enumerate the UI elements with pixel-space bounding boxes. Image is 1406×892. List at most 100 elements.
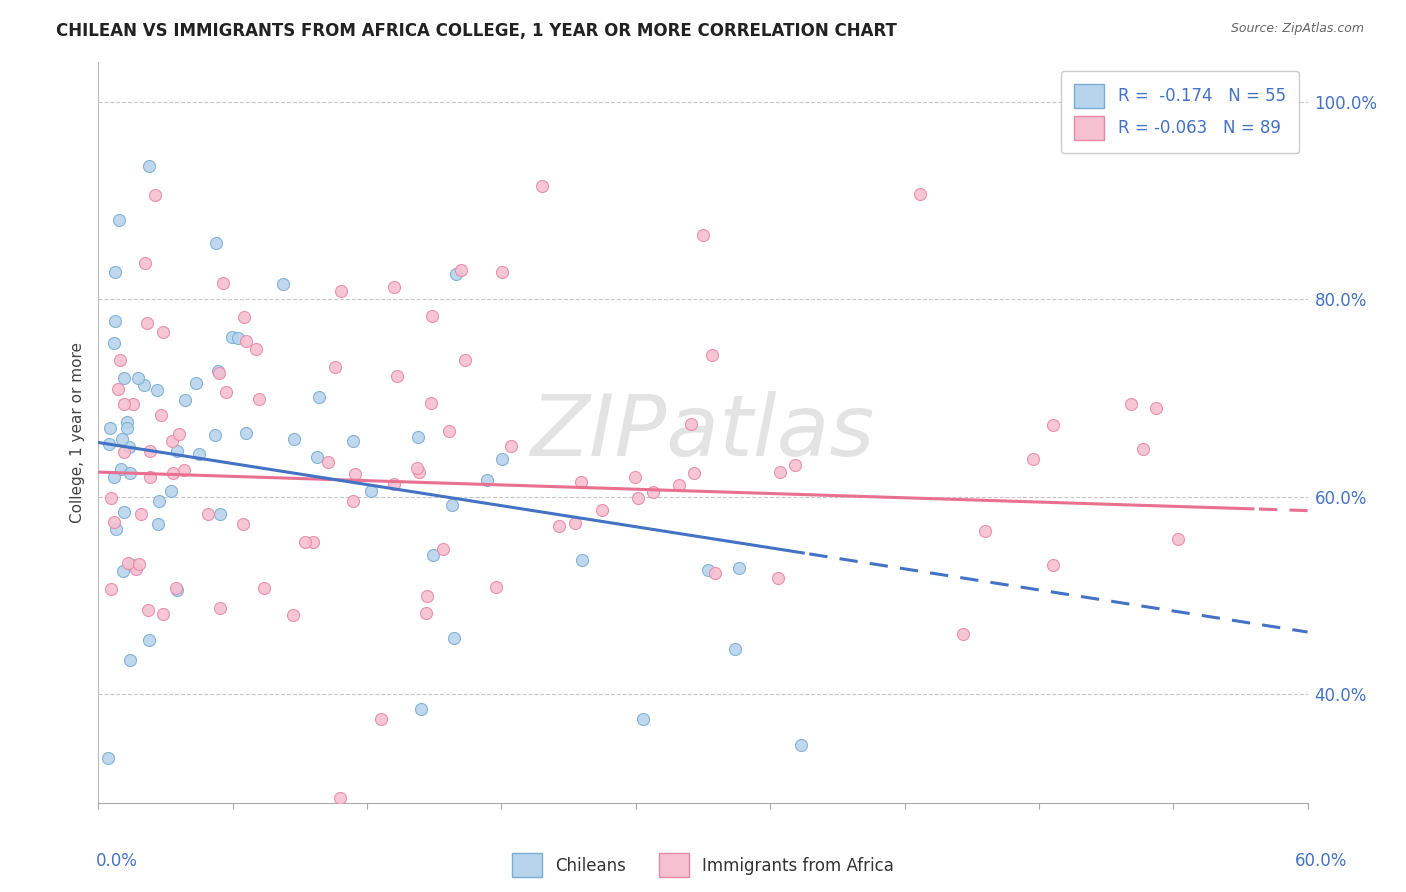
Point bbox=[118, 440, 141, 454]
Point bbox=[167, 427, 190, 442]
Point bbox=[100, 582, 122, 596]
Point bbox=[382, 279, 405, 293]
Point bbox=[162, 466, 184, 480]
Point bbox=[1022, 452, 1045, 467]
Point bbox=[139, 443, 162, 458]
Point bbox=[294, 535, 316, 549]
Point bbox=[128, 557, 150, 571]
Point bbox=[148, 517, 170, 532]
Point bbox=[166, 582, 188, 597]
Point bbox=[342, 494, 364, 508]
Point bbox=[308, 390, 330, 404]
Point bbox=[209, 600, 232, 615]
Point bbox=[138, 633, 160, 648]
Point bbox=[641, 485, 664, 500]
Point bbox=[112, 505, 135, 519]
Point bbox=[1166, 533, 1188, 547]
Point bbox=[409, 702, 432, 716]
Point bbox=[110, 461, 132, 475]
Point bbox=[235, 334, 257, 349]
Point bbox=[143, 188, 166, 202]
Point bbox=[450, 262, 472, 277]
Point bbox=[728, 561, 751, 575]
Point bbox=[122, 397, 145, 411]
Point bbox=[422, 548, 444, 562]
Point bbox=[221, 330, 243, 344]
Text: Source: ZipAtlas.com: Source: ZipAtlas.com bbox=[1230, 22, 1364, 36]
Point bbox=[370, 712, 392, 726]
Text: ZIPatlas: ZIPatlas bbox=[531, 391, 875, 475]
Point bbox=[103, 470, 125, 484]
Text: CHILEAN VS IMMIGRANTS FROM AFRICA COLLEGE, 1 YEAR OR MORE CORRELATION CHART: CHILEAN VS IMMIGRANTS FROM AFRICA COLLEG… bbox=[56, 22, 897, 40]
Point bbox=[148, 493, 170, 508]
Point bbox=[117, 556, 139, 570]
Point bbox=[1132, 442, 1154, 457]
Point bbox=[405, 460, 427, 475]
Point bbox=[440, 498, 463, 512]
Point bbox=[104, 522, 127, 536]
Point bbox=[115, 421, 138, 435]
Point bbox=[152, 325, 174, 339]
Point bbox=[432, 541, 454, 556]
Point bbox=[112, 371, 135, 385]
Point bbox=[491, 265, 513, 279]
Point bbox=[103, 336, 125, 351]
Point bbox=[499, 439, 522, 453]
Point bbox=[235, 425, 257, 440]
Point bbox=[769, 465, 792, 479]
Point bbox=[149, 408, 172, 422]
Point bbox=[631, 712, 654, 726]
Point bbox=[307, 450, 329, 464]
Point bbox=[100, 491, 122, 505]
Point bbox=[1042, 417, 1064, 432]
Point bbox=[107, 382, 129, 396]
Point bbox=[323, 360, 346, 375]
Point bbox=[415, 607, 437, 621]
Point bbox=[232, 516, 254, 531]
Point bbox=[952, 626, 974, 640]
Point bbox=[131, 508, 153, 522]
Point bbox=[120, 652, 142, 666]
Point bbox=[233, 310, 256, 325]
Point bbox=[98, 420, 121, 434]
Point bbox=[136, 603, 159, 617]
Point bbox=[104, 314, 127, 328]
Point bbox=[569, 475, 592, 489]
Point bbox=[783, 458, 806, 473]
Point bbox=[271, 277, 294, 291]
Point bbox=[623, 469, 645, 483]
Point bbox=[342, 434, 364, 449]
Point bbox=[211, 276, 233, 290]
Point bbox=[215, 384, 238, 399]
Point bbox=[152, 607, 174, 622]
Point bbox=[974, 524, 997, 539]
Point bbox=[104, 265, 127, 279]
Point bbox=[184, 376, 207, 391]
Point bbox=[360, 483, 382, 498]
Point bbox=[204, 428, 226, 442]
Point bbox=[416, 589, 439, 603]
Point bbox=[692, 228, 714, 243]
Point bbox=[443, 631, 465, 645]
Point bbox=[253, 582, 276, 596]
Point bbox=[112, 564, 135, 578]
Point bbox=[187, 447, 209, 461]
Point bbox=[446, 267, 468, 281]
Point bbox=[491, 452, 513, 467]
Point bbox=[454, 353, 477, 368]
Point bbox=[571, 552, 593, 566]
Point bbox=[768, 571, 790, 585]
Point bbox=[108, 353, 131, 368]
Point bbox=[111, 432, 134, 446]
Point bbox=[124, 562, 146, 576]
Point bbox=[121, 558, 143, 573]
Point bbox=[591, 503, 613, 517]
Text: 60.0%: 60.0% bbox=[1295, 852, 1347, 870]
Point bbox=[173, 392, 195, 407]
Point bbox=[173, 463, 195, 477]
Point bbox=[681, 417, 703, 431]
Point bbox=[118, 466, 141, 480]
Point bbox=[564, 516, 586, 530]
Point bbox=[547, 519, 569, 533]
Point bbox=[112, 445, 135, 459]
